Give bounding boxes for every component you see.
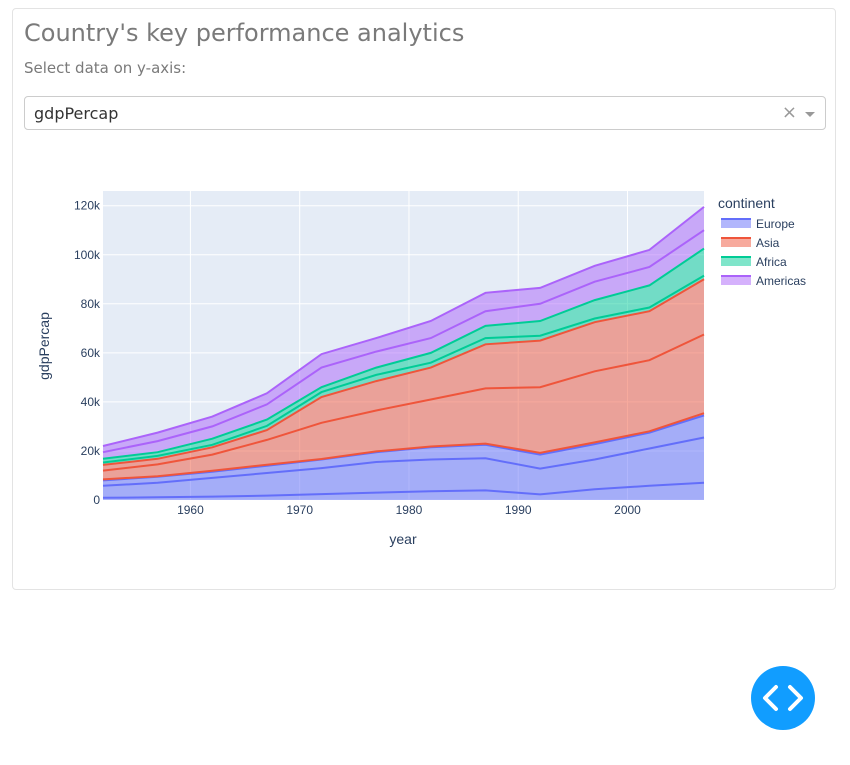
y-tick-label: 100k [74, 248, 101, 262]
series-line-africa[interactable] [102, 247, 705, 460]
dropdown-label: Select data on y-axis: [24, 59, 187, 77]
series-line-asia[interactable] [102, 333, 705, 472]
series-line-americas[interactable] [102, 229, 705, 454]
legend-item-americas[interactable]: Americas [721, 274, 806, 288]
legend-label: Asia [756, 236, 780, 250]
legend-item-africa[interactable]: Africa [721, 255, 787, 269]
dropdown-selected-value: gdpPercap [34, 104, 119, 123]
x-tick-label: 1960 [177, 503, 204, 517]
y-tick-label: 80k [81, 297, 101, 311]
x-tick-label: 1980 [396, 503, 423, 517]
code-toggle-button[interactable] [751, 666, 815, 730]
y-axis-title: gdpPercap [36, 312, 52, 380]
series-line-asia[interactable] [102, 412, 705, 481]
legend-swatch [721, 219, 751, 228]
x-tick-label: 2000 [614, 503, 641, 517]
x-tick-label: 1990 [505, 503, 532, 517]
chevron-down-icon[interactable] [805, 112, 815, 117]
series-line-europe[interactable] [102, 481, 705, 499]
legend-item-europe[interactable]: Europe [721, 217, 795, 231]
y-tick-label: 0 [93, 493, 100, 507]
x-tick-label: 1970 [286, 503, 313, 517]
series-line-africa[interactable] [102, 274, 705, 464]
area-chart: 0 20k 40k 60k 80k 100k 120k 1960 1970 1980 1990 200… [36, 191, 806, 547]
y-tick-label: 120k [74, 199, 101, 213]
area-fill-africa [103, 275, 704, 465]
series-line-americas[interactable] [102, 206, 705, 447]
legend-label: Americas [756, 274, 806, 288]
legend-swatch [721, 257, 751, 266]
y-tick-label: 60k [81, 346, 101, 360]
legend-label: Africa [756, 255, 787, 269]
y-axis-dropdown[interactable]: gdpPercap × [24, 96, 826, 130]
legend-label: Europe [756, 217, 795, 231]
legend-title: continent [718, 195, 775, 211]
clear-icon[interactable]: × [781, 102, 797, 123]
area-fill-europe [103, 482, 704, 500]
y-tick-label: 40k [81, 395, 101, 409]
page-title: Country's key performance analytics [24, 19, 465, 47]
series-line-asia[interactable] [102, 278, 705, 466]
y-tick-label: 20k [81, 444, 101, 458]
area-fill-asia [103, 334, 704, 480]
legend-item-asia[interactable]: Asia [721, 236, 780, 250]
x-axis-title: year [389, 531, 417, 547]
legend-swatch [721, 238, 751, 247]
series-line-europe[interactable] [102, 436, 705, 487]
legend-swatch [721, 276, 751, 285]
area-fill-europe [103, 437, 704, 498]
code-icon [763, 685, 803, 711]
